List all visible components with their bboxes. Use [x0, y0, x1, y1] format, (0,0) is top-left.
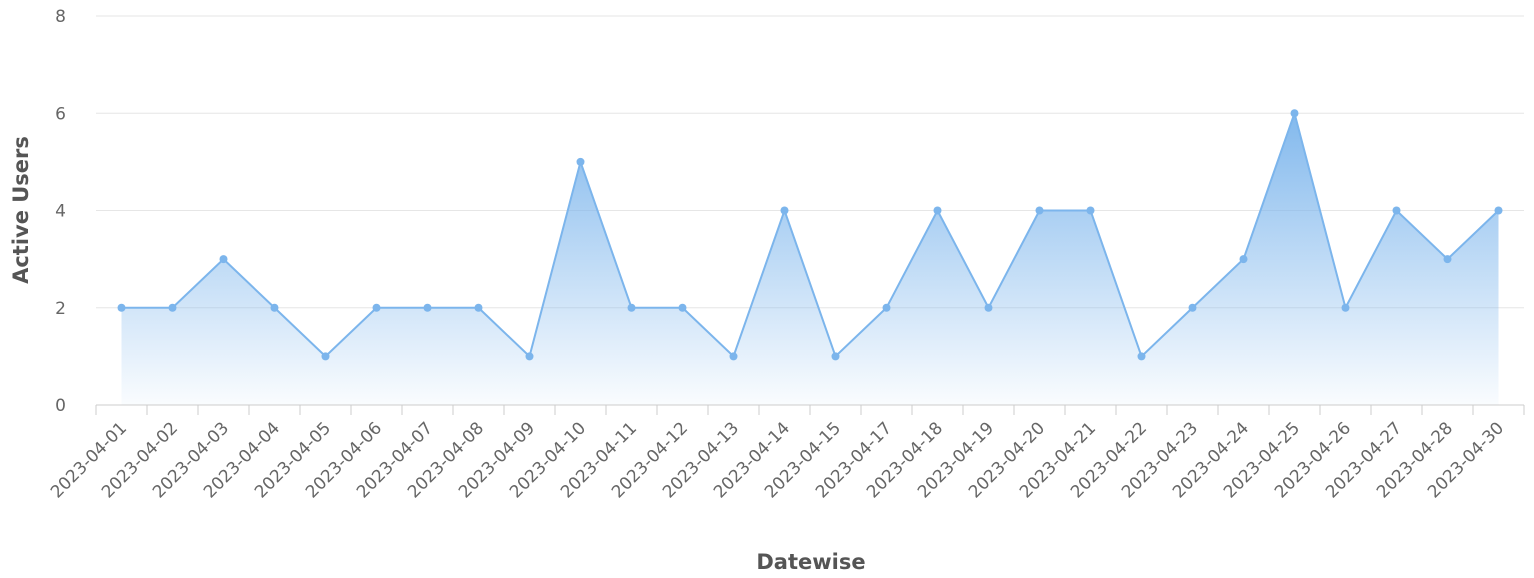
- data-point[interactable]: [1494, 206, 1503, 215]
- data-point[interactable]: [474, 303, 483, 312]
- y-tick-label: 0: [55, 396, 66, 416]
- data-point[interactable]: [1086, 206, 1095, 215]
- data-point[interactable]: [117, 303, 126, 312]
- data-point[interactable]: [627, 303, 636, 312]
- series-line: [121, 109, 1500, 359]
- series-area-fill: [121, 113, 1499, 405]
- area-series: [117, 109, 1503, 405]
- data-point[interactable]: [1188, 303, 1197, 312]
- data-point[interactable]: [576, 157, 585, 166]
- y-axis-ticks: 0 2 4 6 8: [55, 7, 66, 416]
- data-point[interactable]: [270, 303, 279, 312]
- x-axis-ticks: 2023-04-012023-04-022023-04-032023-04-04…: [47, 418, 1508, 502]
- y-tick-label: 4: [55, 202, 66, 222]
- y-tick-label: 8: [55, 7, 66, 27]
- y-axis-title: Active Users: [9, 136, 33, 284]
- data-point[interactable]: [372, 303, 381, 312]
- y-tick-label: 2: [55, 299, 66, 319]
- data-point[interactable]: [1443, 255, 1452, 264]
- data-point[interactable]: [933, 206, 942, 215]
- data-point[interactable]: [168, 303, 177, 312]
- data-point[interactable]: [423, 303, 432, 312]
- data-point[interactable]: [321, 352, 330, 361]
- data-point[interactable]: [1035, 206, 1044, 215]
- data-point[interactable]: [729, 352, 738, 361]
- x-axis-title: Datewise: [756, 550, 865, 574]
- data-point[interactable]: [1392, 206, 1401, 215]
- data-point[interactable]: [831, 352, 840, 361]
- data-point[interactable]: [882, 303, 891, 312]
- data-point[interactable]: [780, 206, 789, 215]
- data-point[interactable]: [1239, 255, 1248, 264]
- data-point[interactable]: [678, 303, 687, 312]
- data-point[interactable]: [984, 303, 993, 312]
- data-point[interactable]: [1290, 109, 1299, 118]
- data-point[interactable]: [219, 255, 228, 264]
- x-axis: [95, 404, 1525, 415]
- data-point[interactable]: [525, 352, 534, 361]
- data-point[interactable]: [1341, 303, 1350, 312]
- data-point[interactable]: [1137, 352, 1146, 361]
- y-tick-label: 6: [55, 104, 66, 124]
